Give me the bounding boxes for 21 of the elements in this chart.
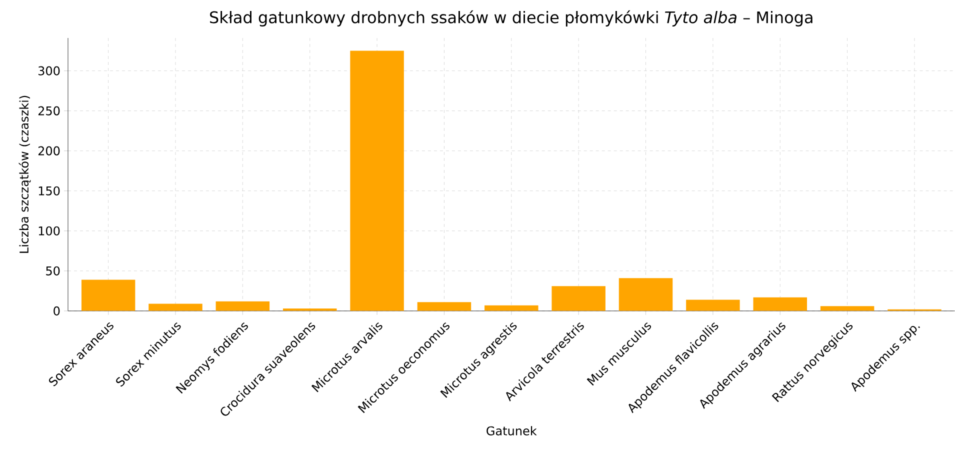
y-tick-label: 250 (38, 106, 60, 116)
bar (484, 305, 538, 311)
chart-title: Skład gatunkowy drobnych ssaków w diecie płomykówki Tyto alba – Minoga (210, 10, 812, 27)
y-tick-label: 150 (38, 186, 60, 196)
y-tick-label: 0 (54, 306, 60, 316)
bar (686, 300, 740, 311)
bar (618, 278, 673, 311)
bar (820, 306, 874, 311)
y-tick-label: 50 (46, 266, 60, 276)
bar (148, 304, 202, 311)
bar (417, 302, 472, 311)
y-tick-label: 100 (38, 226, 60, 236)
bar (350, 50, 404, 311)
bar (81, 280, 136, 311)
y-tick-label: 200 (38, 146, 60, 156)
y-axis-title: Liczba szczątków (czaszki) (18, 96, 31, 253)
bar (552, 286, 606, 311)
x-axis-title: Gatunek (486, 426, 537, 436)
bar (753, 297, 807, 311)
y-tick-label: 300 (38, 66, 60, 76)
bar (216, 301, 270, 311)
